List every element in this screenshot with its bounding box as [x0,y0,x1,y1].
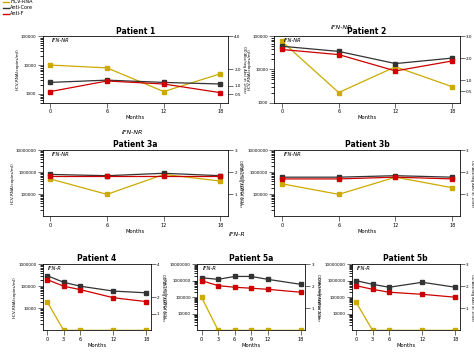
Text: IFN-R: IFN-R [202,266,217,271]
X-axis label: Months: Months [396,343,415,348]
X-axis label: Months: Months [126,229,145,234]
Title: Patient 5a: Patient 5a [229,254,273,263]
Y-axis label: OD(Abs/neg Abs) at 1/titer: OD(Abs/neg Abs) at 1/titer [242,46,246,93]
Y-axis label: HCV-RNA(copies/ml): HCV-RNA(copies/ml) [13,276,17,318]
Y-axis label: OD(Abs/neg Abs) at 1/titer: OD(Abs/neg Abs) at 1/titer [161,274,165,321]
Title: Patient 2: Patient 2 [347,26,387,36]
Title: Patient 3b: Patient 3b [345,140,390,150]
Text: IFN-R: IFN-R [228,232,246,237]
Text: IFN-NR: IFN-NR [330,25,352,30]
Y-axis label: HCV-RNA(copies/ml): HCV-RNA(copies/ml) [242,162,246,204]
Y-axis label: OD(Abs/neg Abs) at 1/titer: OD(Abs/neg Abs) at 1/titer [470,274,474,321]
Y-axis label: OD(Abs/neg Abs) at 1/titer: OD(Abs/neg Abs) at 1/titer [470,160,474,207]
X-axis label: Months: Months [126,115,145,120]
Legend: HCV-RNA, Anti-Core, Anti-F: HCV-RNA, Anti-Core, Anti-F [2,0,34,17]
Y-axis label: HCV-RNA(copies/ml): HCV-RNA(copies/ml) [247,49,251,90]
Text: IFN-NR: IFN-NR [283,38,301,43]
Text: IFN-R: IFN-R [357,266,371,271]
Title: Patient 1: Patient 1 [116,26,155,36]
X-axis label: Months: Months [357,115,377,120]
Title: Patient 5b: Patient 5b [383,254,428,263]
Y-axis label: HCV-RNA(copies/ml): HCV-RNA(copies/ml) [15,49,19,90]
Text: IFN-NR: IFN-NR [283,152,301,157]
Y-axis label: HCV-RNA(copies/ml): HCV-RNA(copies/ml) [10,162,14,204]
X-axis label: Months: Months [87,343,106,348]
Text: IFN-NR: IFN-NR [122,130,144,135]
Text: IFN-R: IFN-R [48,266,62,271]
Y-axis label: OD(Abs/neg Abs) at 1/titer: OD(Abs/neg Abs) at 1/titer [316,274,319,321]
Text: IFN-NR: IFN-NR [52,38,70,43]
Title: Patient 3a: Patient 3a [113,140,157,150]
Y-axis label: HCV-RNA(copies/ml): HCV-RNA(copies/ml) [319,276,323,318]
X-axis label: Months: Months [357,229,377,234]
Y-axis label: OD(Abs/neg Abs) at 1/titer: OD(Abs/neg Abs) at 1/titer [238,160,242,207]
Text: IFN-NR: IFN-NR [52,152,70,157]
Y-axis label: HCV-RNA(copies/ml): HCV-RNA(copies/ml) [164,276,169,318]
X-axis label: Months: Months [242,343,261,348]
Title: Patient 4: Patient 4 [77,254,116,263]
